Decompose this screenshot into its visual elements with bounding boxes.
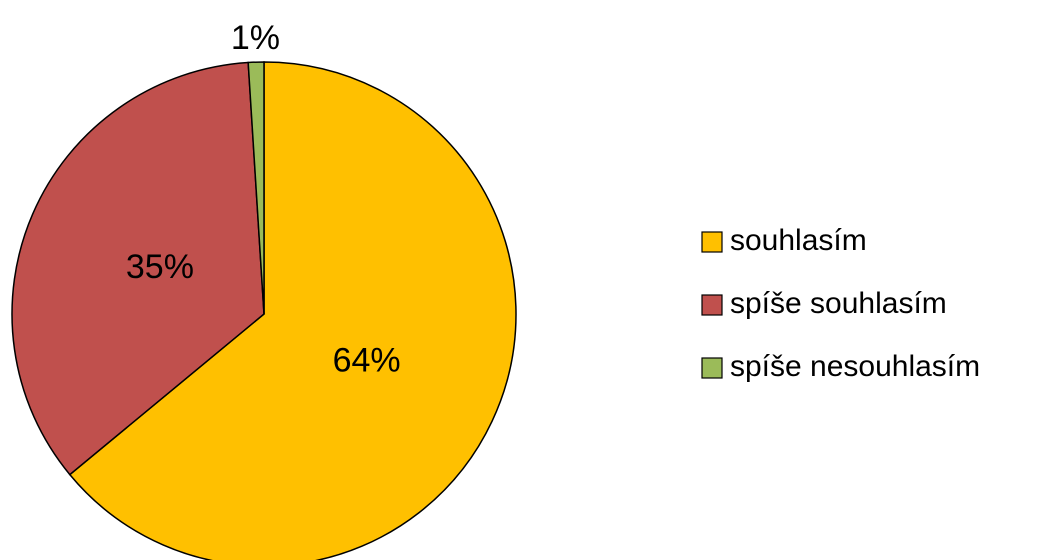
legend-label: spíše souhlasím [730,287,947,320]
pie-slice [11,61,265,476]
data-label: 1% [231,19,280,57]
legend-label: spíše nesouhlasím [730,350,980,383]
data-label: 64% [333,341,401,379]
legend-swatch [701,357,723,379]
pie-slice [68,61,517,560]
legend-swatch [701,294,723,316]
pie-slice [247,61,265,315]
legend-swatch [701,231,723,253]
data-label: 35% [126,248,194,286]
legend-label: souhlasím [730,224,867,257]
